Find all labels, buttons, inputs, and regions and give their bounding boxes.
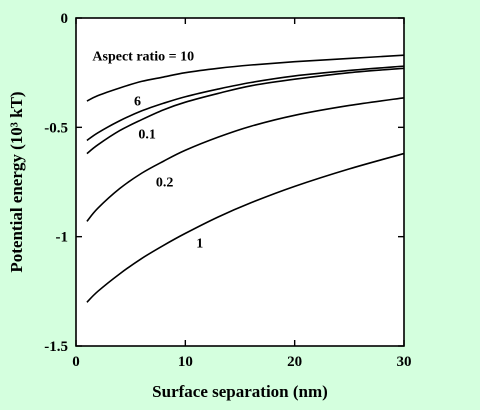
x-tick-label: 20 [287, 354, 302, 370]
series-lines [86, 54, 405, 303]
curve-label-1: Aspect ratio = 10 [92, 50, 194, 65]
curve-label-5: 1 [196, 237, 203, 252]
series-line-2 [86, 65, 405, 142]
y-tick-label: -0.5 [44, 120, 68, 136]
plot-area [75, 17, 405, 347]
y-tick-label: 0 [61, 11, 69, 27]
axis-ticks: 0 10 20 30 0 -0.5 -1 -1.5 [44, 11, 411, 370]
series-line-1 [86, 54, 405, 102]
y-tick-label: -1.5 [44, 339, 68, 355]
x-tick-label: 0 [72, 354, 80, 370]
y-axis-title: Potential energy (10³ kT) [7, 91, 26, 272]
series-line-5 [86, 152, 405, 303]
series-line-3 [86, 67, 405, 155]
curve-label-4: 0.2 [156, 175, 174, 190]
series-line-4 [86, 97, 405, 222]
curve-label-3: 0.1 [138, 127, 156, 142]
curve-label-2: 6 [134, 94, 141, 109]
curve-labels: Aspect ratio = 10 6 0.1 0.2 1 [92, 50, 203, 252]
x-tick-label: 30 [397, 354, 412, 370]
y-tick-label: -1 [56, 230, 69, 246]
x-axis-title: Surface separation (nm) [152, 382, 328, 401]
x-tick-label: 10 [178, 354, 193, 370]
